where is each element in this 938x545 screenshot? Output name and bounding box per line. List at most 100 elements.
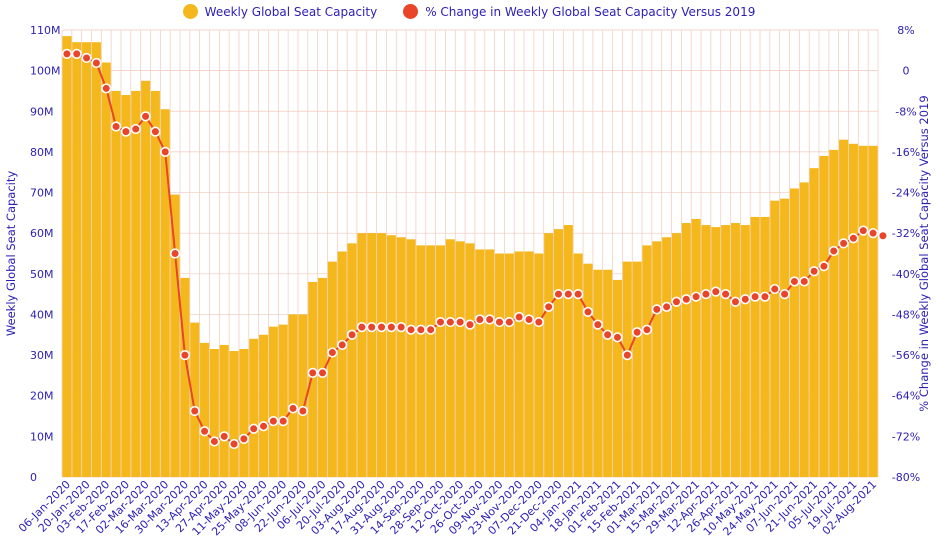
change-point (179, 349, 190, 361)
y-right-tick-label: -72% (892, 430, 920, 443)
change-point (799, 276, 810, 287)
change-point (455, 316, 466, 328)
change-point (327, 347, 338, 358)
y-right-tick-label: -24% (892, 187, 920, 200)
capacity-bar (868, 145, 878, 477)
capacity-bar (485, 249, 495, 477)
y-right-tick-label: -32% (892, 227, 920, 240)
change-point (622, 349, 633, 361)
y-right-tick-label: 8% (897, 24, 914, 37)
change-point (150, 126, 161, 137)
y-left-tick-label: 90M (30, 105, 54, 118)
capacity-bar (170, 194, 180, 477)
change-point (533, 316, 544, 328)
capacity-bar (367, 233, 377, 477)
y-right-tick-label: -40% (892, 268, 920, 281)
capacity-bar (386, 235, 396, 477)
y-left-tick-label: 30M (30, 349, 54, 362)
capacity-bar (465, 243, 475, 477)
change-point (189, 405, 200, 417)
change-point (376, 322, 387, 333)
capacity-bar (435, 245, 446, 477)
change-point (553, 289, 564, 300)
capacity-bar (770, 200, 780, 477)
change-point (681, 294, 692, 305)
capacity-bar (721, 225, 731, 477)
change-point (140, 111, 151, 122)
change-point (297, 405, 308, 417)
change-point (808, 266, 820, 277)
capacity-bar (583, 263, 593, 477)
chart-legend: Weekly Global Seat Capacity % Change in … (0, 4, 938, 19)
capacity-bar (327, 261, 337, 477)
capacity-bar (219, 344, 229, 477)
change-point (651, 304, 662, 315)
capacity-bar (475, 249, 485, 477)
capacity-bar (308, 281, 318, 477)
change-point (71, 48, 82, 59)
capacity-bar (445, 239, 455, 477)
y-left-tick-label: 20M (30, 390, 54, 403)
capacity-bar (160, 109, 170, 477)
change-point (759, 291, 771, 302)
y-right-tick-label: 0 (903, 65, 910, 78)
legend-label-change: % Change in Weekly Global Seat Capacity … (425, 4, 756, 19)
change-point (730, 296, 741, 307)
capacity-bar (671, 233, 681, 477)
capacity-bar (662, 237, 672, 477)
change-point (287, 403, 299, 414)
capacity-bar (553, 229, 564, 477)
legend-item-change[interactable]: % Change in Weekly Global Seat Capacity … (403, 4, 755, 19)
change-point (346, 329, 358, 340)
change-point (366, 322, 377, 333)
legend-swatch-bar (182, 4, 198, 19)
change-point (474, 314, 485, 325)
y-left-tick-label: 70M (30, 187, 54, 200)
capacity-bar (642, 245, 652, 477)
capacity-bar (789, 188, 799, 477)
change-point (543, 301, 554, 312)
change-point (464, 319, 476, 330)
change-point (130, 123, 141, 135)
change-point (278, 416, 289, 427)
change-point (573, 289, 584, 300)
capacity-bar (357, 233, 367, 477)
change-point (386, 322, 397, 333)
capacity-bar (347, 243, 357, 477)
capacity-bar (72, 42, 82, 477)
change-point (425, 324, 436, 335)
capacity-bar (839, 139, 849, 477)
y-left-tick-label: 80M (30, 146, 54, 159)
change-point (504, 316, 515, 328)
change-point (61, 48, 73, 59)
capacity-bar (101, 62, 111, 477)
y-right-axis-title: % Change in Weekly Global Seat Capacity … (917, 95, 931, 411)
change-point (81, 52, 92, 64)
capacity-bar (544, 233, 554, 477)
y-left-tick-label: 100M (30, 65, 61, 78)
change-point (396, 322, 407, 333)
capacity-bar (259, 334, 269, 477)
change-point (317, 367, 328, 378)
capacity-bar (249, 338, 259, 477)
change-point (228, 438, 240, 450)
change-point (356, 322, 367, 333)
y-left-axis-title: Weekly Global Seat Capacity (4, 171, 18, 337)
change-point (818, 261, 830, 272)
change-point (858, 225, 869, 236)
capacity-bar (268, 326, 278, 477)
capacity-bar (730, 223, 740, 477)
y-left-tick-label: 110M (30, 24, 61, 37)
capacity-bar (829, 149, 839, 478)
change-point (632, 327, 643, 338)
capacity-bar (337, 251, 347, 477)
capacity-bar (603, 269, 613, 477)
legend-item-capacity[interactable]: Weekly Global Seat Capacity (182, 4, 377, 19)
y-left-tick-label: 50M (30, 268, 54, 281)
capacity-bar (701, 225, 711, 477)
capacity-bar (200, 342, 210, 477)
capacity-bar (180, 277, 190, 477)
y-right-tick-label: -80% (892, 471, 920, 484)
capacity-bar (711, 227, 721, 477)
